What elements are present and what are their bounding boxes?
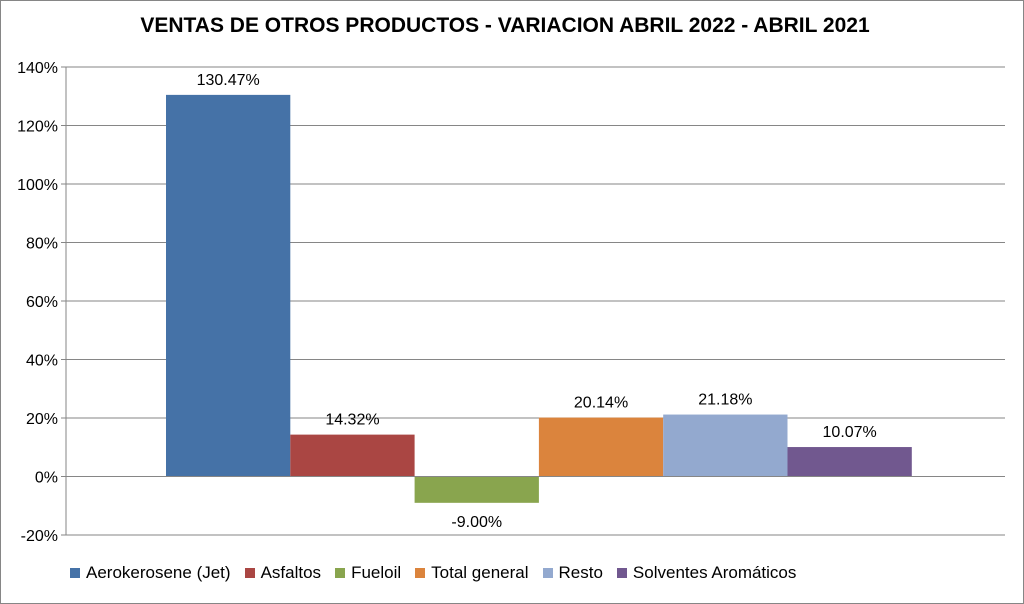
data-label: 21.18% bbox=[698, 392, 752, 409]
y-tick-label: 60% bbox=[26, 294, 58, 311]
legend-item: Resto bbox=[542, 563, 603, 583]
legend-item: Total general bbox=[415, 563, 529, 583]
legend-swatch bbox=[335, 568, 346, 578]
y-tick-label: 40% bbox=[26, 353, 58, 370]
bar-asfaltos bbox=[290, 434, 415, 477]
legend-label: Asfaltos bbox=[260, 563, 322, 582]
legend-swatch bbox=[244, 568, 255, 578]
legend-item: Solventes Aromáticos bbox=[616, 563, 797, 583]
y-tick-label: 80% bbox=[26, 236, 58, 253]
legend-swatch bbox=[616, 568, 627, 578]
legend-label: Fueloil bbox=[351, 563, 402, 582]
legend-swatch bbox=[542, 568, 553, 578]
legend: Aerokerosene (Jet) Asfaltos Fueloil Total g… bbox=[70, 563, 796, 583]
y-tick-label: 100% bbox=[17, 177, 58, 194]
y-tick-label: 140% bbox=[17, 60, 58, 77]
legend-label: Resto bbox=[558, 563, 603, 582]
legend-label: Solventes Aromáticos bbox=[632, 563, 797, 582]
y-tick-label: -20% bbox=[21, 528, 58, 545]
y-tick-label: 0% bbox=[35, 470, 58, 487]
data-label: 14.32% bbox=[325, 412, 379, 429]
bar-fueloil bbox=[414, 476, 539, 503]
bar-solventes-arom-ticos bbox=[787, 447, 912, 477]
legend-item: Aerokerosene (Jet) bbox=[70, 563, 231, 583]
legend-item: Fueloil bbox=[335, 563, 401, 583]
legend-item: Asfaltos bbox=[244, 563, 322, 583]
data-label: 130.47% bbox=[197, 72, 260, 89]
bar-total-general bbox=[538, 417, 664, 477]
data-label: 10.07% bbox=[823, 424, 877, 441]
data-label: 20.14% bbox=[574, 395, 628, 412]
legend-label: Total general bbox=[431, 563, 529, 582]
bar-aerokerosene-jet- bbox=[166, 94, 291, 477]
y-tick-label: 120% bbox=[17, 119, 58, 136]
legend-swatch bbox=[70, 568, 80, 578]
legend-label: Aerokerosene (Jet) bbox=[86, 563, 231, 582]
legend-swatch bbox=[415, 568, 426, 578]
chart-title: VENTAS DE OTROS PRODUCTOS - VARIACION AB… bbox=[140, 14, 870, 37]
data-label: -9.00% bbox=[451, 514, 502, 531]
bar-resto bbox=[663, 414, 788, 477]
y-tick-label: 20% bbox=[26, 411, 58, 428]
